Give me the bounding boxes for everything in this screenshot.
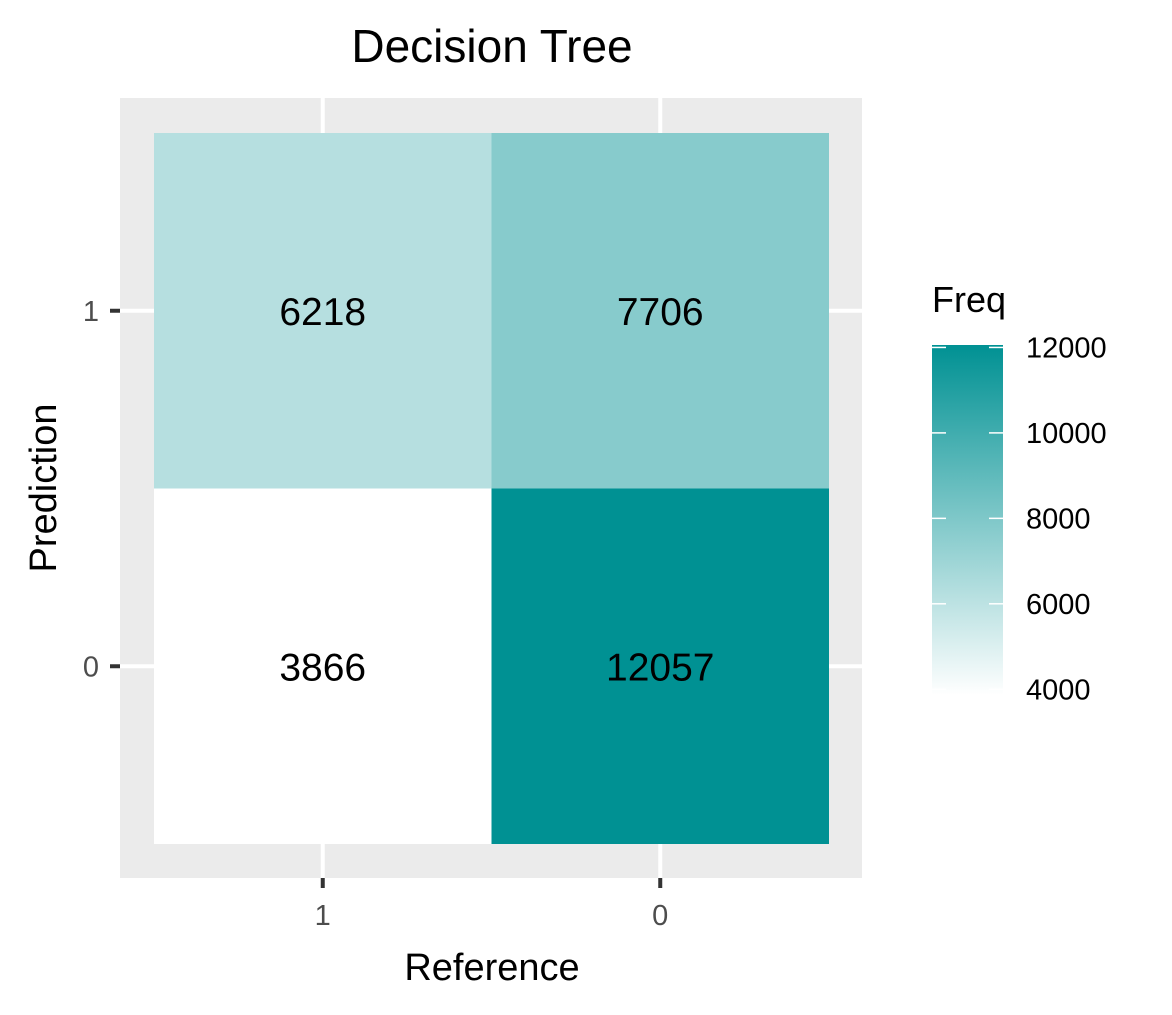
heatmap-cells	[154, 133, 829, 844]
y-tick-label: 0	[83, 651, 99, 683]
legend-tick-label: 4000	[1026, 674, 1091, 706]
heatmap-cell	[154, 488, 492, 844]
legend-tick-label: 8000	[1026, 503, 1091, 535]
cell-value-label: 3866	[279, 646, 366, 689]
heatmap-cell	[491, 133, 829, 489]
legend-tick-label: 6000	[1026, 589, 1091, 621]
heatmap-cell	[491, 488, 829, 844]
x-axis-title: Reference	[404, 947, 579, 989]
y-tick-label: 1	[83, 296, 99, 328]
y-axis-title: Prediction	[23, 404, 65, 573]
legend-colorbar	[932, 345, 1003, 695]
x-tick-label: 1	[315, 900, 331, 932]
cell-value-label: 6218	[279, 291, 366, 334]
x-tick-label: 0	[652, 900, 668, 932]
cell-labels: 6218 7706 3866 12057	[279, 291, 714, 690]
chart-title: Decision Tree	[351, 20, 632, 72]
legend-title: Freq	[932, 279, 1006, 320]
cell-value-label: 7706	[617, 291, 704, 334]
legend: Freq 12000 10000 8000 6000 4000	[932, 279, 1107, 706]
legend-tick-label: 10000	[1026, 418, 1107, 450]
heatmap-cell	[154, 133, 492, 489]
y-axis: 10	[83, 296, 120, 683]
legend-tick-label: 12000	[1026, 332, 1107, 364]
legend-ticks: 12000 10000 8000 6000 4000	[932, 332, 1107, 706]
cell-value-label: 12057	[606, 646, 714, 689]
